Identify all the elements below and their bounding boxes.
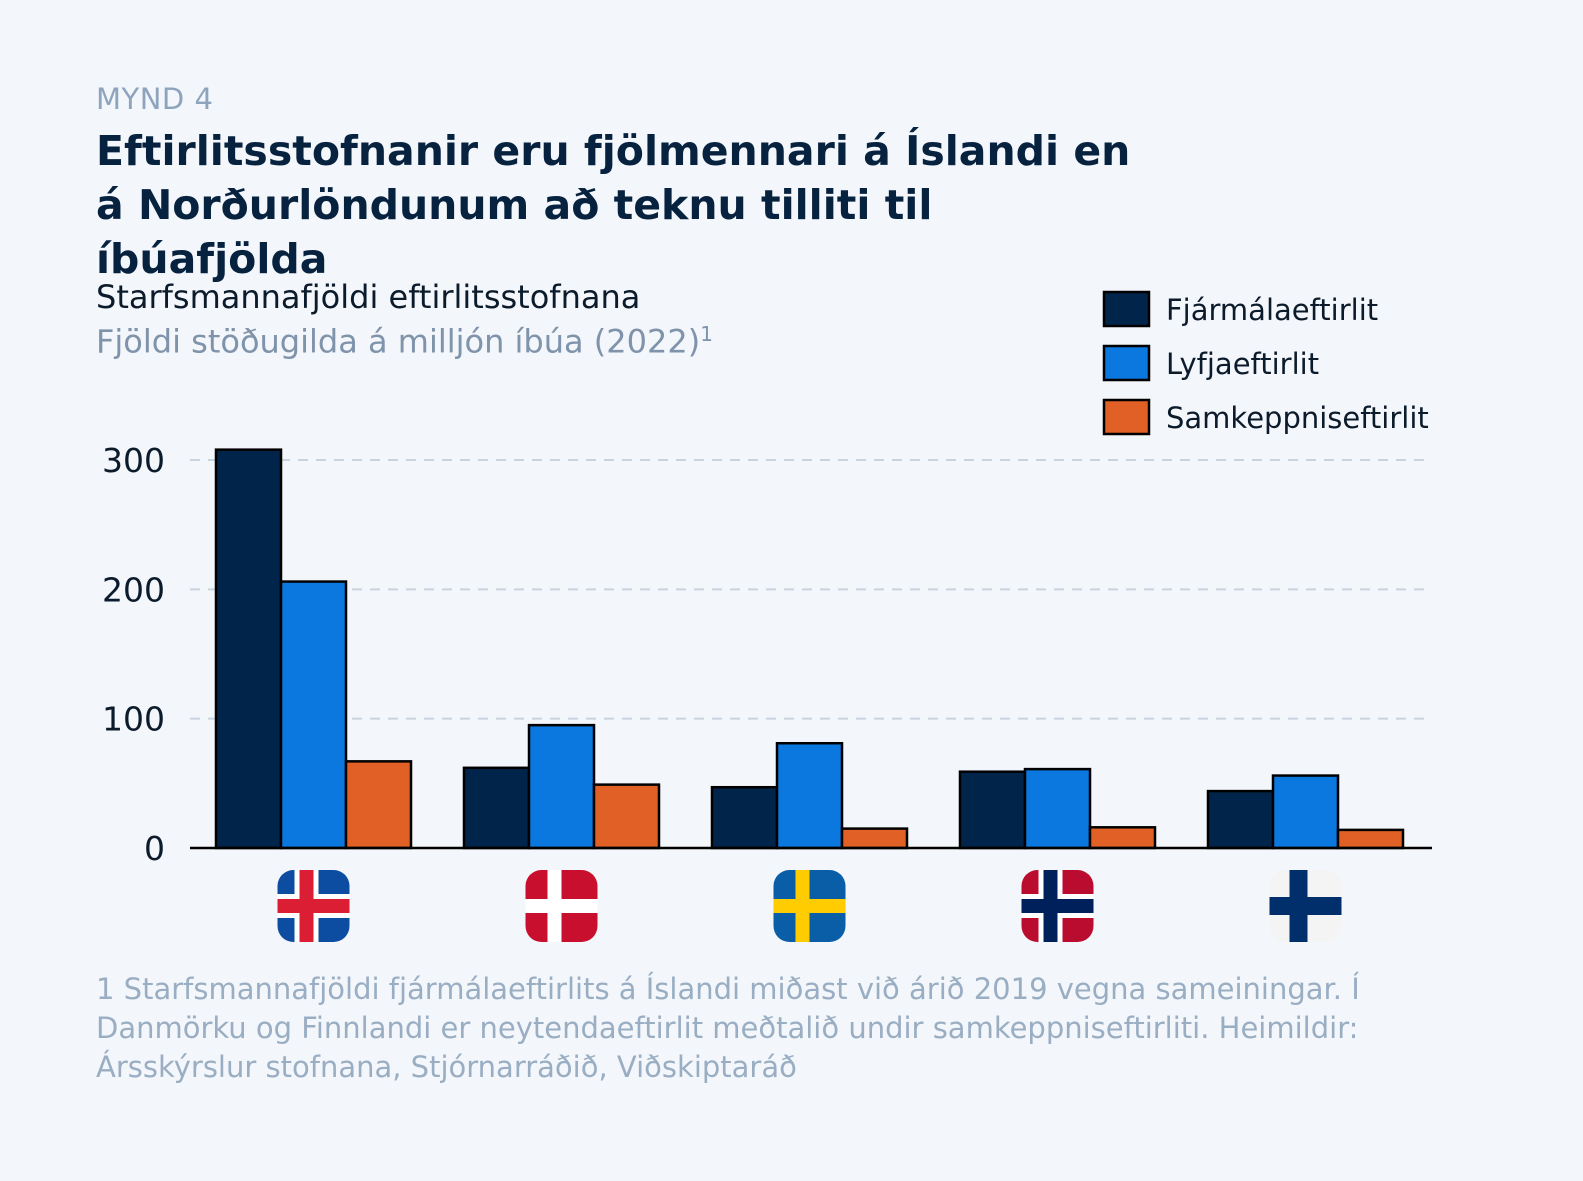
denmark-flag-icon	[525, 870, 598, 942]
bar-3-5	[1336, 828, 1405, 850]
legend-swatch-1	[1102, 290, 1151, 328]
bar-1-4	[958, 770, 1027, 850]
legend-swatch-2	[1102, 344, 1151, 382]
legend-label-1: Fjármálaeftirlit	[1166, 293, 1378, 327]
bar-1-2	[462, 766, 531, 850]
legend-swatch-3	[1102, 398, 1151, 436]
iceland-flag-icon	[277, 870, 350, 942]
figure-number: MYND 4	[96, 82, 214, 116]
chart-title: Eftirlitsstofnanir eru fjölmennari á Ísl…	[96, 127, 1131, 283]
chart-subtitle: Starfsmannafjöldi eftirlitsstofnana	[96, 278, 641, 316]
y-tick-label: 100	[102, 700, 165, 739]
legend-label-3: Samkeppniseftirlit	[1166, 401, 1429, 435]
footnote-marker: 1	[700, 322, 713, 346]
bar-2-5	[1271, 774, 1340, 850]
legend-label-2: Lyfjaeftirlit	[1166, 347, 1319, 381]
norway-flag-icon	[1021, 870, 1094, 942]
bar-1-1	[214, 448, 283, 850]
y-tick-label: 200	[102, 570, 165, 609]
bar-3-2	[592, 783, 661, 850]
bar-2-4	[1023, 767, 1092, 850]
sweden-flag-icon	[773, 870, 846, 942]
bar-2-1	[279, 580, 348, 850]
y-tick-label: 0	[144, 829, 165, 868]
chart-unit: Fjöldi stöðugilda á milljón íbúa (2022)1	[96, 322, 713, 361]
y-tick-label: 300	[102, 441, 165, 480]
finland-flag-icon	[1269, 870, 1342, 942]
bar-2-3	[775, 741, 844, 850]
unit-text: Fjöldi stöðugilda á milljón íbúa (2022)	[96, 322, 701, 361]
bar-3-4	[1088, 826, 1157, 850]
bar-2-2	[527, 723, 596, 850]
footnote: 1 Starfsmannafjöldi fjármálaeftirlits á …	[96, 972, 1360, 1084]
bar-1-3	[710, 785, 779, 850]
bar-1-5	[1206, 789, 1275, 850]
bar-3-1	[344, 760, 413, 850]
bar-3-3	[840, 827, 909, 850]
